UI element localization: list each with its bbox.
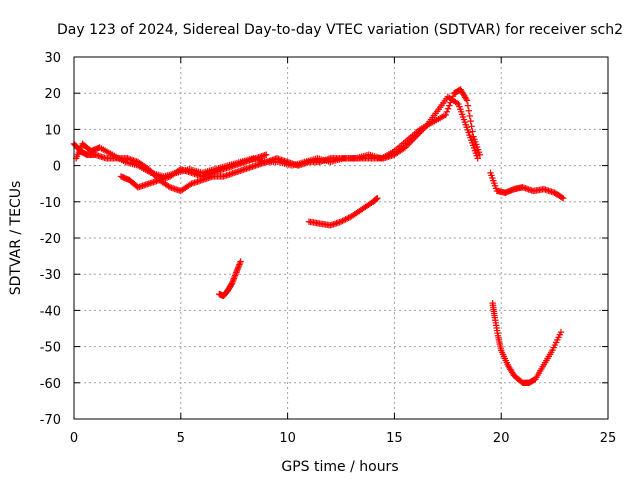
data-point: [374, 194, 381, 202]
y-tick-label: -60: [40, 377, 61, 392]
x-tick-label: 25: [600, 431, 617, 446]
data-point: [263, 151, 270, 158]
data-point: [443, 108, 451, 116]
data-point: [558, 194, 566, 201]
data-point: [237, 258, 244, 265]
data-point: [466, 112, 473, 120]
data-point: [467, 117, 474, 125]
x-tick-label: 15: [386, 431, 403, 446]
series-main-band-c: [117, 151, 270, 191]
x-tick-label: 10: [279, 431, 296, 446]
y-tick-label: -10: [40, 196, 61, 211]
y-axis-label: SDTVAR / TECUs: [8, 181, 24, 296]
data-point: [476, 151, 484, 158]
y-tick-label: -20: [40, 232, 61, 247]
data-layer: [70, 86, 567, 386]
y-tick-label: 30: [44, 51, 61, 66]
y-tick-label: 20: [44, 87, 61, 102]
data-point: [446, 102, 453, 109]
series-segment-19h-neg10: [487, 169, 567, 202]
data-point: [449, 93, 457, 100]
data-point: [444, 105, 452, 112]
y-tick-label: -50: [40, 341, 61, 356]
y-tick-label: -40: [40, 304, 61, 319]
x-tick-label: 5: [177, 431, 185, 446]
data-point: [465, 107, 473, 114]
x-tick-label: 20: [493, 431, 510, 446]
y-tick-label: 0: [53, 160, 61, 175]
y-tick-label: 10: [44, 123, 61, 138]
data-point: [474, 155, 481, 162]
data-point: [464, 102, 472, 109]
data-point: [442, 111, 449, 119]
data-point: [559, 194, 567, 202]
data-point: [448, 96, 455, 103]
data-point: [453, 99, 461, 107]
x-axis-label: GPS time / hours: [281, 459, 398, 475]
data-point: [557, 328, 565, 336]
y-tick-label: -30: [40, 268, 61, 283]
y-tick-label: -70: [40, 413, 61, 428]
plot-frame: [73, 56, 609, 420]
data-point: [469, 128, 476, 135]
data-point: [468, 123, 475, 130]
data-point: [463, 97, 471, 104]
series-segment-20h-deep: [489, 299, 565, 386]
ticks-layer: 0 5 10 15 20 25 -70 -60 -50 -40 -30 -20 -10 0 10 20 30: [40, 51, 617, 446]
grid-layer: [74, 57, 608, 419]
series-segment-7h: [216, 258, 244, 300]
x-tick-label: 0: [70, 431, 78, 446]
series-segment-11h: [305, 194, 381, 229]
data-point: [447, 99, 454, 106]
chart-title: Day 123 of 2024, Sidereal Day-to-day VTE…: [57, 22, 623, 38]
